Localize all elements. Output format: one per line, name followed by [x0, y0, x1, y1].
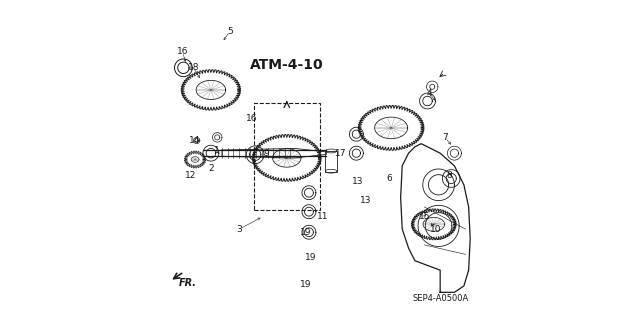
Text: 5: 5 [227, 27, 233, 36]
Text: 13: 13 [360, 196, 372, 205]
Text: 14: 14 [189, 136, 201, 145]
Text: FR.: FR. [179, 278, 197, 288]
Text: 19: 19 [300, 228, 312, 237]
Text: 7: 7 [442, 133, 448, 142]
Text: 15: 15 [419, 212, 430, 221]
Text: 17: 17 [335, 149, 346, 158]
Text: 13: 13 [352, 177, 364, 186]
Text: 10: 10 [429, 225, 441, 234]
Text: 2: 2 [208, 165, 214, 174]
Text: ATM-4-10: ATM-4-10 [250, 58, 324, 72]
Text: 16: 16 [246, 114, 258, 123]
Text: 9: 9 [264, 149, 269, 158]
Text: 8: 8 [447, 171, 452, 180]
Text: 12: 12 [185, 171, 196, 180]
Text: 18: 18 [188, 63, 199, 72]
Text: 19: 19 [305, 253, 316, 262]
Text: 11: 11 [317, 212, 329, 221]
Text: 4: 4 [426, 89, 432, 98]
Text: SEP4-A0500A: SEP4-A0500A [412, 294, 468, 303]
Text: 1: 1 [214, 145, 220, 154]
Text: 6: 6 [387, 174, 392, 183]
Text: 19: 19 [300, 280, 312, 289]
Text: 16: 16 [177, 48, 188, 56]
Text: 3: 3 [237, 225, 242, 234]
